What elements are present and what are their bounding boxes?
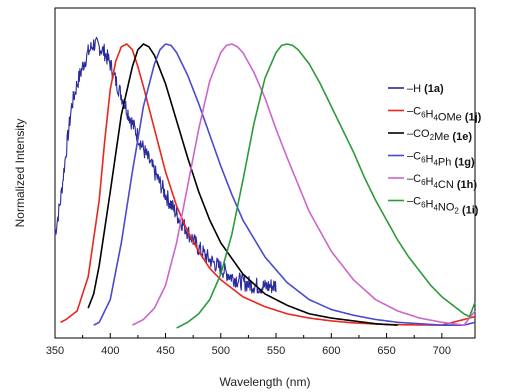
legend-entry-5: –C6H4CN (1h) — [388, 173, 477, 191]
plot-frame — [54, 7, 476, 339]
legend-entry-2: –C6H4OMe (1j) — [388, 106, 482, 124]
series-line-2 — [60, 43, 476, 326]
x-tick-label: 600 — [322, 345, 340, 357]
legend-entry-3: –CO2Me (1e) — [388, 128, 472, 143]
y-axis-title: Normalized Intensity — [13, 119, 27, 228]
legend: –H (1a) –C6H4OMe (1j) –CO2Me (1e) –C6H4Ph (… — [388, 83, 482, 217]
x-tick-label: 350 — [46, 345, 64, 357]
x-axis-title: Wavelength (nm) — [220, 375, 311, 389]
x-tick-label: 450 — [156, 345, 174, 357]
series-line-4 — [93, 43, 476, 326]
legend-label: –C6H4Ph (1g) — [407, 151, 475, 169]
x-tick-label: 700 — [433, 345, 451, 357]
series-line-5 — [132, 43, 476, 326]
x-axis-ticks: 350 400 450 500 550 600 650 700 — [46, 333, 451, 357]
series-line-3 — [87, 43, 398, 326]
legend-label: –CO2Me (1e) — [407, 128, 472, 143]
legend-label: –C6H4NO2 (1i) — [407, 196, 479, 217]
x-tick-label: 550 — [267, 345, 285, 357]
series-line-6 — [176, 43, 476, 329]
plot-area: 350 400 450 500 550 600 650 700 — [46, 7, 476, 357]
x-tick-label: 650 — [377, 345, 395, 357]
legend-label: –C6H4OMe (1j) — [407, 106, 482, 124]
x-tick-label: 400 — [101, 345, 119, 357]
legend-label: –H (1a) — [407, 83, 444, 95]
series-layer — [54, 36, 476, 329]
legend-entry-1: –H (1a) — [388, 83, 444, 95]
series-line-1 — [54, 36, 277, 294]
legend-entry-4: –C6H4Ph (1g) — [388, 151, 475, 169]
legend-label: –C6H4CN (1h) — [407, 173, 477, 191]
x-tick-label: 500 — [212, 345, 230, 357]
legend-entry-6: –C6H4NO2 (1i) — [388, 196, 479, 217]
